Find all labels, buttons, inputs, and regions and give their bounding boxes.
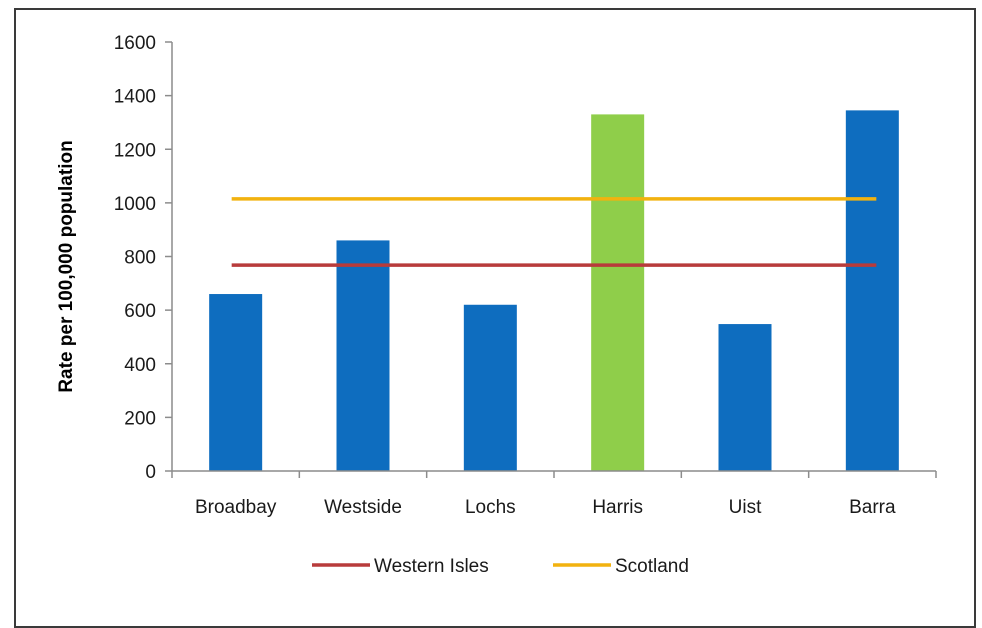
y-tick-label: 1400 xyxy=(114,87,156,108)
x-tick-label: Harris xyxy=(592,497,643,518)
y-ticks: 0 200 400 600 800 1000 1200 1400 1600 xyxy=(114,33,172,483)
legend-label: Western Isles xyxy=(374,556,489,577)
y-tick-label: 1200 xyxy=(114,140,156,161)
bar-chart: 0 200 400 600 800 1000 1200 1400 1600 Broadbay We… xyxy=(56,33,937,577)
y-tick-label: 200 xyxy=(124,408,156,429)
bar-westside xyxy=(336,240,390,471)
y-tick-label: 600 xyxy=(124,301,156,322)
bar-harris xyxy=(591,114,645,472)
y-axis-title: Rate per 100,000 population xyxy=(56,140,77,392)
x-tick-label: Barra xyxy=(849,497,896,518)
bar-barra xyxy=(845,110,899,471)
y-tick-label: 800 xyxy=(124,248,156,269)
y-tick-label: 0 xyxy=(145,462,156,483)
bar-broadbay xyxy=(209,294,263,471)
legend-label: Scotland xyxy=(615,556,689,577)
bars-layer xyxy=(209,110,899,472)
y-tick-label: 1000 xyxy=(114,194,156,215)
y-tick-label: 400 xyxy=(124,355,156,376)
x-ticks: Broadbay Westside Lochs Harris Uist Barra xyxy=(171,471,937,518)
reference-lines-layer xyxy=(231,197,877,267)
x-tick-label: Lochs xyxy=(465,497,516,518)
legend: Western Isles Scotland xyxy=(312,556,689,577)
x-tick-label: Uist xyxy=(729,497,762,518)
y-tick-label: 1600 xyxy=(114,33,156,54)
bar-lochs xyxy=(463,304,517,471)
x-tick-label: Broadbay xyxy=(195,497,277,518)
bar-uist xyxy=(718,324,772,471)
x-tick-label: Westside xyxy=(324,497,402,518)
